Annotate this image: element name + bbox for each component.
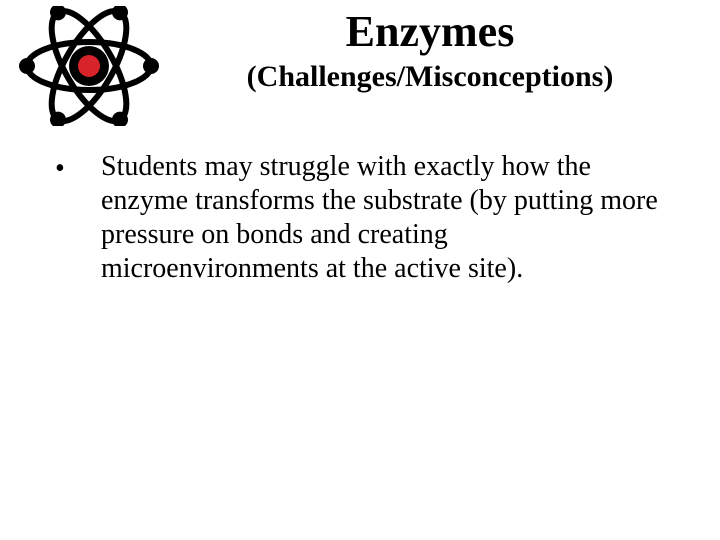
list-item: • Students may struggle with exactly how… [55,150,670,287]
page-subtitle: (Challenges/Misconceptions) [170,60,690,93]
bullet-marker: • [55,150,101,186]
bullet-text: Students may struggle with exactly how t… [101,150,670,287]
title-block: Enzymes (Challenges/Misconceptions) [170,8,690,93]
page-title: Enzymes [170,8,690,56]
slide: Enzymes (Challenges/Misconceptions) • St… [0,0,720,540]
body-content: • Students may struggle with exactly how… [55,150,670,287]
atom-icon [14,6,164,126]
